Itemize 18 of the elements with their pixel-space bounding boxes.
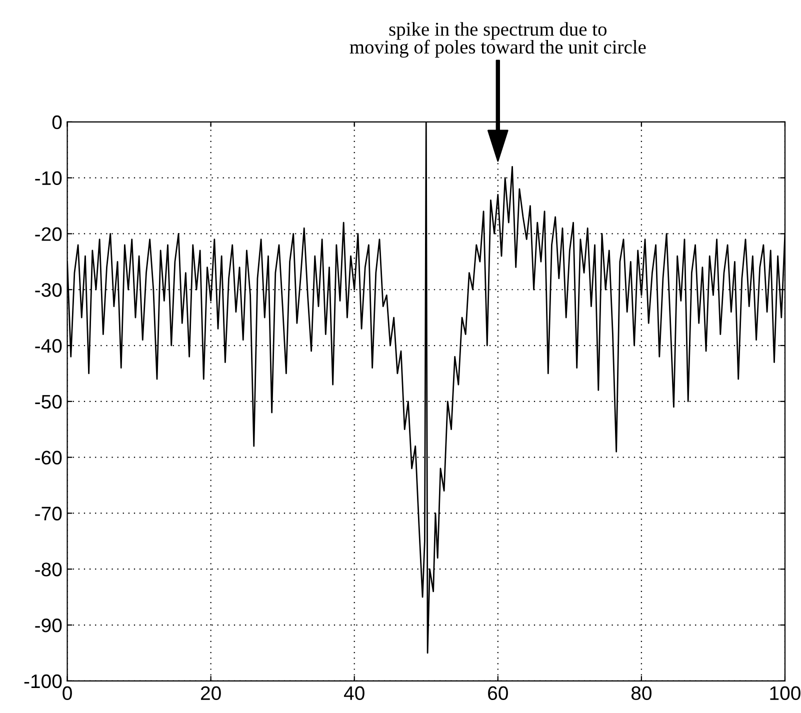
x-tick-label: 0	[62, 686, 72, 700]
y-tick-label: -40	[35, 338, 62, 353]
y-tick-label: -30	[35, 283, 62, 297]
y-tick-label: -70	[35, 506, 62, 520]
y-tick-label: -60	[35, 450, 62, 465]
y-tick-label: -80	[35, 562, 62, 576]
y-tick-label: -50	[35, 394, 62, 409]
y-tick-label: -90	[35, 618, 62, 632]
y-tick-label: 0	[52, 115, 62, 130]
x-tick-label: 40	[344, 686, 364, 700]
x-tick-label: 80	[631, 686, 652, 700]
y-tick-label: -20	[35, 227, 62, 241]
text: spike in the spectrum due to moving of poles toward the unit circle	[350, 22, 646, 58]
y-tick-label: -10	[35, 171, 62, 186]
y-tick-label: -100	[24, 674, 62, 688]
x-tick-label: 60	[488, 686, 508, 700]
x-tick-label: 20	[200, 686, 221, 700]
x-tick-label: 100	[770, 686, 800, 700]
